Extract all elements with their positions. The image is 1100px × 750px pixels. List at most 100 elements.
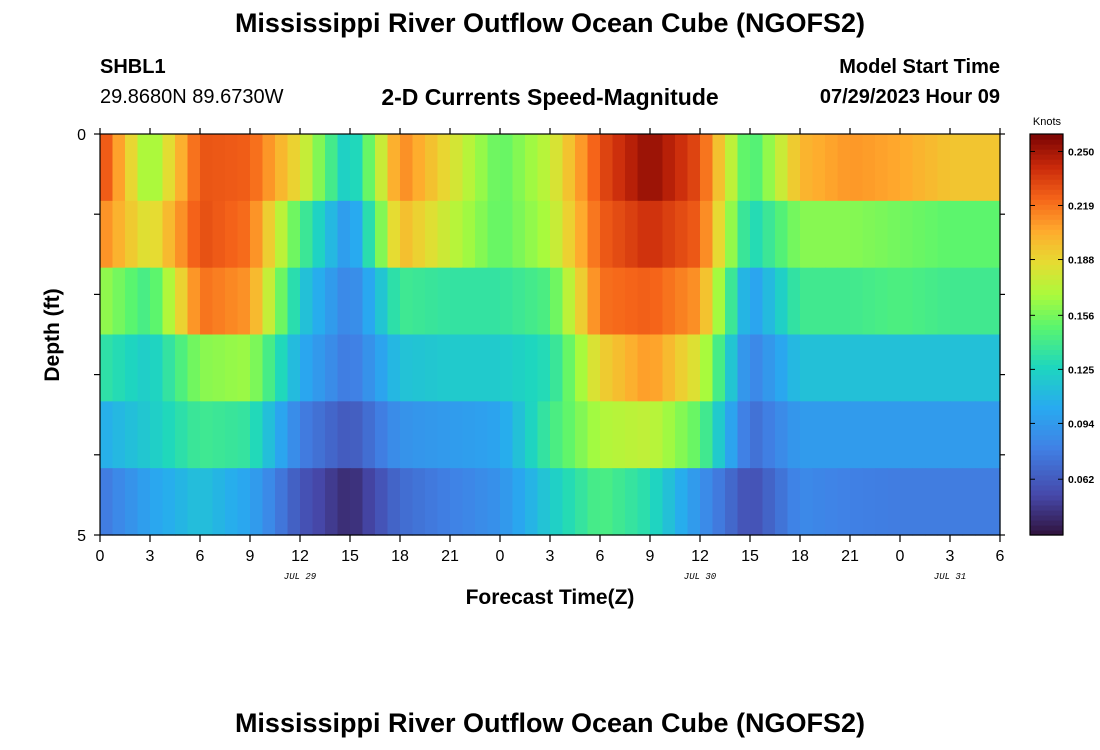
heatmap-cell bbox=[587, 200, 601, 269]
heatmap-cell bbox=[587, 401, 601, 469]
heatmap-cell bbox=[187, 267, 201, 336]
heatmap-cell bbox=[950, 267, 964, 336]
heatmap-cell bbox=[700, 334, 714, 402]
heatmap-cell bbox=[487, 267, 501, 336]
heatmap-cell bbox=[975, 200, 989, 269]
heatmap-cell bbox=[525, 468, 539, 536]
heatmap-cell bbox=[562, 468, 576, 536]
heatmap-cell bbox=[600, 334, 614, 402]
colorbar-segment bbox=[1030, 134, 1063, 140]
heatmap-cell bbox=[287, 267, 301, 336]
heatmap-cell bbox=[387, 401, 401, 469]
heatmap-cell bbox=[500, 468, 514, 536]
heatmap-cell bbox=[237, 134, 251, 202]
heatmap-cell bbox=[437, 468, 451, 536]
colorbar-segment bbox=[1030, 209, 1063, 215]
heatmap-cell bbox=[837, 468, 851, 536]
x-tick-label: 6 bbox=[996, 548, 1005, 565]
heatmap-cell bbox=[175, 468, 189, 536]
heatmap-cell bbox=[362, 267, 376, 336]
heatmap-cell bbox=[600, 468, 614, 536]
heatmap-cell bbox=[537, 267, 551, 336]
heatmap-cell bbox=[650, 401, 664, 469]
colorbar-segment bbox=[1030, 434, 1063, 441]
heatmap-cell bbox=[762, 468, 776, 536]
heatmap-cell bbox=[825, 134, 839, 202]
colorbar-segment bbox=[1030, 509, 1063, 516]
heatmap-cell bbox=[512, 267, 526, 336]
y-tick-label: 5 bbox=[77, 528, 86, 545]
colorbar-segment bbox=[1030, 169, 1063, 175]
heatmap-cell bbox=[187, 401, 201, 469]
heatmap-cell bbox=[137, 401, 151, 469]
heatmap-cell bbox=[575, 200, 589, 269]
heatmap-cell bbox=[462, 267, 476, 336]
heatmap-cell bbox=[812, 267, 826, 336]
heatmap-cell bbox=[800, 134, 814, 202]
heatmap-cell bbox=[250, 200, 264, 269]
heatmap-cell bbox=[625, 200, 639, 269]
heatmap-cell bbox=[900, 334, 914, 402]
heatmap-cell bbox=[587, 468, 601, 536]
heatmap-cell bbox=[112, 134, 126, 202]
heatmap-cell bbox=[325, 334, 339, 402]
x-tick-label: 3 bbox=[146, 548, 155, 565]
heatmap-cell bbox=[525, 334, 539, 402]
heatmap-cell bbox=[362, 134, 376, 202]
heatmap-cell bbox=[225, 267, 239, 336]
heatmap-cell bbox=[475, 468, 489, 536]
heatmap-cell bbox=[375, 267, 389, 336]
heatmap-cell bbox=[762, 401, 776, 469]
heatmap-cell bbox=[912, 468, 926, 536]
heatmap-cell bbox=[675, 134, 689, 202]
heatmap-cell bbox=[225, 200, 239, 269]
heatmap-cell bbox=[125, 200, 139, 269]
heatmap-cell bbox=[750, 334, 764, 402]
x-tick-label: 9 bbox=[246, 548, 255, 565]
heatmap-cell bbox=[375, 200, 389, 269]
heatmap-cell bbox=[862, 401, 876, 469]
colorbar-segment bbox=[1030, 454, 1063, 461]
heatmap-cell bbox=[850, 401, 864, 469]
heatmap-cell bbox=[387, 468, 401, 536]
heatmap-cell bbox=[587, 134, 601, 202]
heatmap-cell bbox=[225, 468, 239, 536]
colorbar-unit-label: Knots bbox=[1033, 116, 1062, 128]
colorbar-segment bbox=[1030, 494, 1063, 501]
heatmap-cell bbox=[300, 468, 314, 536]
heatmap-cell bbox=[987, 334, 1001, 402]
heatmap-cell bbox=[125, 334, 139, 402]
heatmap-cell bbox=[737, 200, 751, 269]
x-axis-label: Forecast Time(Z) bbox=[466, 586, 635, 609]
heatmap-cell bbox=[962, 468, 976, 536]
heatmap-cell bbox=[862, 334, 876, 402]
heatmap-cell bbox=[137, 334, 151, 402]
heatmap-cell bbox=[200, 200, 214, 269]
heatmap-cell bbox=[400, 401, 414, 469]
heatmap-cell bbox=[937, 134, 951, 202]
heatmap-cell bbox=[625, 401, 639, 469]
heatmap-cell bbox=[912, 200, 926, 269]
heatmap-cell bbox=[712, 267, 726, 336]
heatmap-cell bbox=[525, 267, 539, 336]
heatmap-cell bbox=[225, 401, 239, 469]
heatmap-cell bbox=[537, 200, 551, 269]
heatmap-cell bbox=[512, 134, 526, 202]
heatmap-cell bbox=[475, 200, 489, 269]
colorbar-segment bbox=[1030, 464, 1063, 471]
x-tick-label: 12 bbox=[691, 548, 709, 565]
heatmap-cell bbox=[725, 267, 739, 336]
heatmap-cell bbox=[912, 401, 926, 469]
model-start-label: Model Start Time bbox=[839, 56, 1000, 78]
heatmap-cell bbox=[212, 200, 226, 269]
heatmap-cell bbox=[550, 334, 564, 402]
colorbar-segment bbox=[1030, 164, 1063, 170]
heatmap-cell bbox=[712, 200, 726, 269]
heatmap-cell bbox=[587, 267, 601, 336]
heatmap-cell bbox=[662, 468, 676, 536]
heatmap-cell bbox=[187, 468, 201, 536]
heatmap-cell bbox=[262, 401, 276, 469]
heatmap-cell bbox=[237, 401, 251, 469]
heatmap-cell bbox=[562, 334, 576, 402]
heatmap-cell bbox=[762, 267, 776, 336]
